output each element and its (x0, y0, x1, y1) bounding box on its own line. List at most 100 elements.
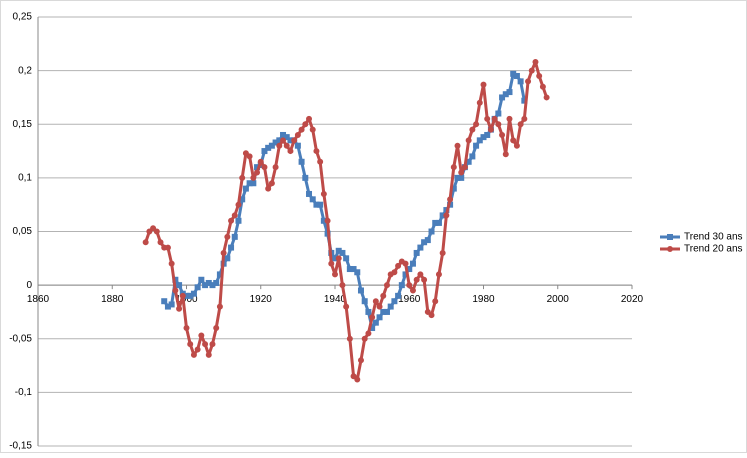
point (150, 225, 157, 232)
point (332, 271, 338, 278)
point (354, 376, 361, 383)
legend-marker (667, 246, 673, 252)
point (142, 239, 149, 246)
point (510, 137, 517, 144)
point (242, 150, 249, 157)
point (521, 115, 528, 122)
point (302, 121, 309, 128)
point (450, 164, 457, 171)
point (525, 78, 532, 85)
point (484, 131, 491, 138)
point (473, 142, 480, 149)
point (473, 121, 480, 128)
x-tick-label: 1920 (250, 294, 273, 305)
point (246, 153, 253, 160)
point (335, 255, 342, 262)
point (484, 115, 491, 122)
point (409, 260, 416, 267)
point (254, 169, 261, 176)
point (413, 249, 420, 256)
point (361, 298, 368, 305)
point (320, 190, 327, 197)
point (346, 335, 353, 342)
point (216, 303, 223, 310)
point (428, 312, 435, 319)
point (339, 249, 346, 256)
point (417, 244, 424, 251)
point (239, 174, 246, 181)
point (202, 341, 209, 348)
point (469, 126, 476, 133)
y-tick-label: 0,15 (13, 119, 33, 130)
y-tick-label: -0,15 (9, 441, 32, 452)
point (350, 373, 357, 380)
point (283, 134, 290, 141)
point (376, 303, 383, 310)
point (328, 260, 335, 267)
y-tick-label: 0 (26, 280, 32, 291)
point (517, 78, 524, 85)
point (164, 244, 171, 251)
point (294, 131, 301, 138)
point (506, 89, 513, 96)
point (398, 282, 405, 289)
point (443, 212, 450, 219)
point (495, 110, 502, 117)
point (183, 325, 190, 332)
point (447, 196, 454, 203)
point (458, 174, 465, 181)
point (517, 121, 524, 128)
point (357, 287, 364, 294)
point (213, 279, 220, 286)
point (317, 201, 324, 208)
point (499, 94, 506, 101)
point (190, 290, 197, 297)
point (380, 292, 387, 299)
point (213, 325, 220, 332)
point (190, 351, 197, 358)
point (268, 180, 275, 187)
point (168, 260, 175, 267)
point (168, 301, 175, 308)
point (417, 271, 424, 278)
point (376, 314, 383, 321)
point (272, 164, 279, 171)
point (161, 298, 168, 305)
point (176, 305, 183, 312)
point (539, 83, 546, 90)
point (357, 357, 364, 364)
point (369, 314, 376, 321)
point (306, 115, 313, 122)
point (306, 190, 313, 197)
point (383, 308, 390, 315)
x-tick-label: 2000 (547, 294, 570, 305)
legend-marker (667, 234, 673, 240)
y-tick-label: 0,1 (18, 173, 32, 184)
point (283, 142, 290, 149)
point (309, 196, 316, 203)
point (265, 185, 272, 192)
point (220, 249, 227, 256)
point (224, 255, 231, 262)
point (365, 308, 372, 315)
point (228, 244, 235, 251)
point (361, 335, 368, 342)
point (469, 153, 476, 160)
point (276, 142, 283, 149)
point (302, 174, 309, 181)
point (350, 266, 357, 273)
point (187, 341, 194, 348)
point (365, 330, 372, 337)
x-tick-label: 1900 (175, 294, 198, 305)
x-tick-label: 2020 (621, 294, 644, 305)
point (179, 292, 186, 299)
point (391, 269, 398, 276)
legend-label: Trend 20 ans (684, 244, 743, 255)
y-tick-label: -0,05 (9, 333, 32, 344)
point (231, 212, 238, 219)
point (209, 341, 216, 348)
x-tick-label: 1860 (27, 294, 50, 305)
point (298, 158, 305, 165)
point (421, 276, 428, 283)
